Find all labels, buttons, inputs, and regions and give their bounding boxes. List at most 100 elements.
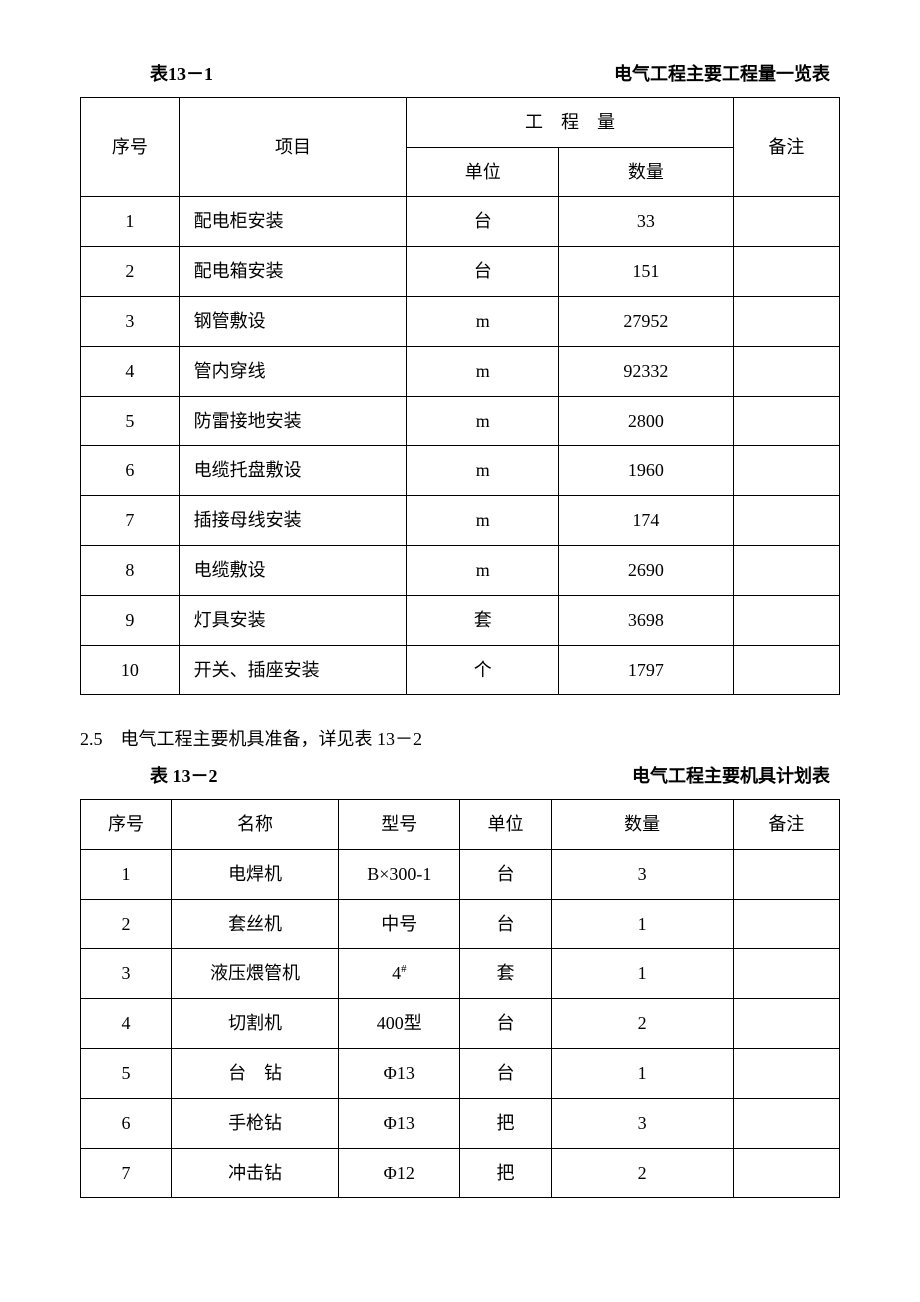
section-text: 2.5 电气工程主要机具准备，详见表 13－2 <box>80 725 840 754</box>
table2-cell-model: Φ13 <box>339 1048 460 1098</box>
table2-cell-unit: 把 <box>460 1098 551 1148</box>
table2: 序号 名称 型号 单位 数量 备注 1电焊机B×300-1台32套丝机中号台13… <box>80 799 840 1198</box>
table1-cell-seq: 10 <box>81 645 180 695</box>
table1-cell-item: 配电柜安装 <box>179 197 407 247</box>
table2-header-seq: 序号 <box>81 799 172 849</box>
table2-row: 5台 钻Φ13台1 <box>81 1048 840 1098</box>
table2-header-name: 名称 <box>172 799 339 849</box>
table1-cell-item: 电缆托盘敷设 <box>179 446 407 496</box>
table2-cell-remark <box>733 1048 839 1098</box>
table1-cell-seq: 8 <box>81 545 180 595</box>
table1-row: 3钢管敷设m27952 <box>81 296 840 346</box>
table2-cell-seq: 3 <box>81 949 172 999</box>
table2-cell-unit: 台 <box>460 899 551 949</box>
table2-cell-remark <box>733 849 839 899</box>
table2-cell-name: 冲击钻 <box>172 1148 339 1198</box>
table1-cell-remark <box>733 296 839 346</box>
table1-cell-unit: 套 <box>407 595 559 645</box>
table2-cell-qty: 1 <box>551 949 733 999</box>
table1-header-qty: 数量 <box>559 147 734 197</box>
table2-cell-qty: 1 <box>551 1048 733 1098</box>
table2-cell-unit: 把 <box>460 1148 551 1198</box>
table2-cell-unit: 台 <box>460 999 551 1049</box>
table2-cell-seq: 1 <box>81 849 172 899</box>
table1-cell-seq: 3 <box>81 296 180 346</box>
table1-cell-qty: 27952 <box>559 296 734 346</box>
table2-cell-model: 中号 <box>339 899 460 949</box>
table2-cell-name: 手枪钻 <box>172 1098 339 1148</box>
table1: 序号 项目 工 程 量 备注 单位 数量 1配电柜安装台332配电箱安装台151… <box>80 97 840 696</box>
table1-cell-seq: 7 <box>81 496 180 546</box>
table1-row: 9灯具安装套3698 <box>81 595 840 645</box>
table1-title: 电气工程主要工程量一览表 <box>614 60 830 89</box>
table2-row: 4切割机400型台2 <box>81 999 840 1049</box>
table2-cell-model: Φ12 <box>339 1148 460 1198</box>
table1-cell-remark <box>733 197 839 247</box>
table1-label: 表13－1 <box>90 60 213 89</box>
table2-cell-name: 台 钻 <box>172 1048 339 1098</box>
table1-row: 10开关、插座安装个1797 <box>81 645 840 695</box>
table2-label: 表 13－2 <box>90 762 218 791</box>
table1-cell-item: 钢管敷设 <box>179 296 407 346</box>
table2-cell-qty: 2 <box>551 999 733 1049</box>
table1-cell-seq: 4 <box>81 346 180 396</box>
table1-cell-remark <box>733 247 839 297</box>
table2-row: 7冲击钻Φ12把2 <box>81 1148 840 1198</box>
table1-cell-remark <box>733 396 839 446</box>
table1-cell-qty: 151 <box>559 247 734 297</box>
table2-row: 3液压煨管机4#套1 <box>81 949 840 999</box>
table1-header-unit: 单位 <box>407 147 559 197</box>
table1-cell-qty: 1960 <box>559 446 734 496</box>
table1-cell-item: 插接母线安装 <box>179 496 407 546</box>
table2-cell-model: Φ13 <box>339 1098 460 1148</box>
table1-cell-remark <box>733 595 839 645</box>
table1-cell-unit: m <box>407 346 559 396</box>
table1-cell-unit: 个 <box>407 645 559 695</box>
table1-header-row-1: 序号 项目 工 程 量 备注 <box>81 97 840 147</box>
table1-cell-item: 管内穿线 <box>179 346 407 396</box>
table2-cell-remark <box>733 1098 839 1148</box>
table1-cell-remark <box>733 496 839 546</box>
table1-row: 1配电柜安装台33 <box>81 197 840 247</box>
table2-cell-name: 切割机 <box>172 999 339 1049</box>
table2-cell-seq: 7 <box>81 1148 172 1198</box>
table2-header-unit: 单位 <box>460 799 551 849</box>
table1-header-seq: 序号 <box>81 97 180 197</box>
table1-cell-remark <box>733 645 839 695</box>
table2-cell-model: 4# <box>339 949 460 999</box>
table2-cell-seq: 2 <box>81 899 172 949</box>
table2-cell-qty: 3 <box>551 1098 733 1148</box>
table1-row: 6电缆托盘敷设m1960 <box>81 446 840 496</box>
table1-row: 5防雷接地安装m2800 <box>81 396 840 446</box>
table1-cell-seq: 9 <box>81 595 180 645</box>
table2-cell-qty: 2 <box>551 1148 733 1198</box>
table1-header-qty-group: 工 程 量 <box>407 97 733 147</box>
table1-cell-remark <box>733 446 839 496</box>
table2-header-model: 型号 <box>339 799 460 849</box>
table2-header-line: 表 13－2 电气工程主要机具计划表 <box>80 762 840 791</box>
table1-cell-item: 灯具安装 <box>179 595 407 645</box>
table1-cell-item: 防雷接地安装 <box>179 396 407 446</box>
table2-cell-model: B×300-1 <box>339 849 460 899</box>
table1-cell-unit: m <box>407 396 559 446</box>
table1-cell-seq: 5 <box>81 396 180 446</box>
table1-row: 8电缆敷设m2690 <box>81 545 840 595</box>
table1-cell-item: 配电箱安装 <box>179 247 407 297</box>
table1-cell-qty: 92332 <box>559 346 734 396</box>
table1-cell-seq: 1 <box>81 197 180 247</box>
table1-cell-qty: 1797 <box>559 645 734 695</box>
table2-cell-name: 液压煨管机 <box>172 949 339 999</box>
table1-row: 4管内穿线m92332 <box>81 346 840 396</box>
table2-cell-seq: 5 <box>81 1048 172 1098</box>
table1-cell-unit: 台 <box>407 247 559 297</box>
table1-row: 2配电箱安装台151 <box>81 247 840 297</box>
table2-cell-remark <box>733 899 839 949</box>
table1-cell-remark <box>733 346 839 396</box>
table2-cell-remark <box>733 1148 839 1198</box>
table2-cell-seq: 6 <box>81 1098 172 1148</box>
table1-cell-unit: m <box>407 545 559 595</box>
table1-cell-item: 电缆敷设 <box>179 545 407 595</box>
table2-header-row: 序号 名称 型号 单位 数量 备注 <box>81 799 840 849</box>
table1-row: 7插接母线安装m174 <box>81 496 840 546</box>
table1-cell-unit: 台 <box>407 197 559 247</box>
